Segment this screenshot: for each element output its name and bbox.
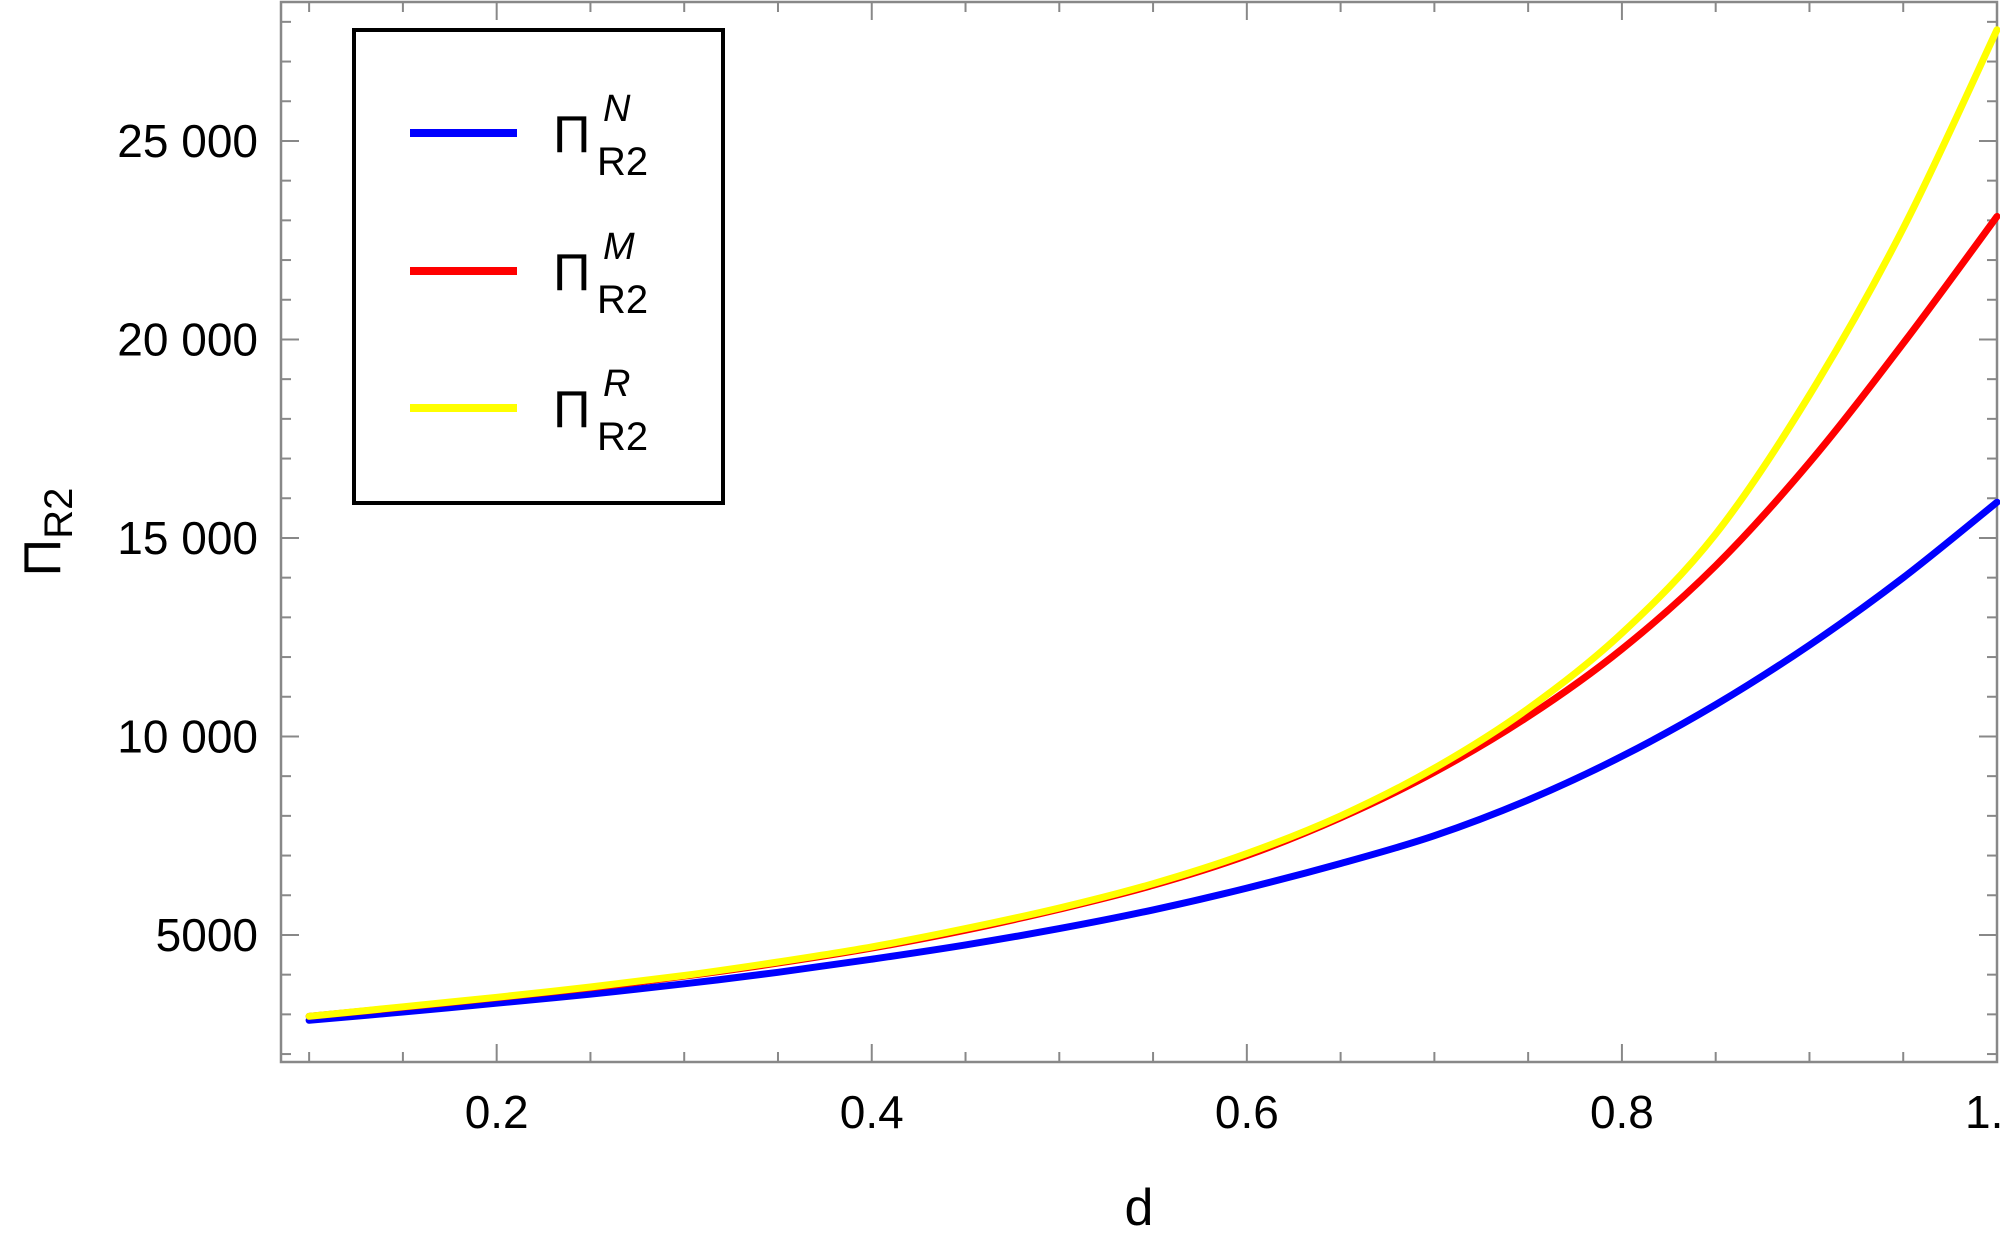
legend-label-M: Π [553, 244, 591, 302]
legend-label-sub: R2 [597, 140, 648, 184]
legend-label-sup: M [603, 226, 635, 268]
x-axis-title: d [1125, 1179, 1154, 1237]
legend-label-sub: R2 [597, 278, 648, 322]
y-tick-label: 15 000 [117, 512, 258, 564]
axis-tick-labels: 0.2 0.4 0.6 0.8 1.0 5000 10 000 15 000 20 000 25 … [117, 115, 2000, 1138]
svg-text:ΠR2: ΠR2 [14, 488, 81, 577]
series-line-R [305, 26, 2000, 1020]
plot-frame [279, 0, 1999, 1064]
x-tick-label: 0.4 [840, 1086, 904, 1138]
y-tick-label: 10 000 [117, 710, 258, 762]
legend-label-sub: R2 [597, 415, 648, 459]
series-line-N [305, 498, 2000, 1024]
legend-frame [352, 28, 725, 505]
axis-ticks [281, 2, 1998, 1062]
legend-label-sup: N [603, 88, 631, 130]
y-tick-label: 5000 [156, 909, 258, 961]
x-tick-label: 0.6 [1215, 1086, 1279, 1138]
x-tick-label: 0.8 [1590, 1086, 1654, 1138]
y-tick-label: 20 000 [117, 313, 258, 365]
legend-label-R: Π [553, 381, 591, 439]
legend-label-sup: R [603, 363, 630, 405]
x-tick-label: 0.2 [465, 1086, 529, 1138]
x-tick-label: 1.0 [1965, 1086, 2000, 1138]
series-lines [305, 26, 2000, 1024]
legend-label-N: Π [553, 106, 591, 164]
y-axis-title: ΠR2 [14, 488, 81, 577]
y-tick-label: 25 000 [117, 115, 258, 167]
